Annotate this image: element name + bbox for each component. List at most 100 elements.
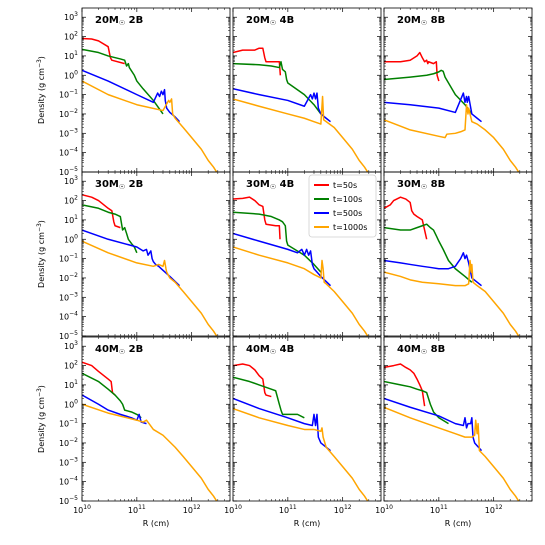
- legend-entry-label: t=1000s: [333, 223, 367, 232]
- y-tick-label: 10−2: [59, 437, 78, 448]
- y-axis-label: Density (g cm−3): [36, 385, 46, 453]
- panel-5: 30M☉ 4B: [232, 171, 382, 337]
- y-axis-label: Density (g cm−3): [36, 220, 46, 288]
- panel-3: 20M☉ 8B: [383, 7, 533, 173]
- x-tick-label: 1010: [73, 504, 91, 515]
- series-line-t-500s: [233, 232, 332, 287]
- y-tick-label: 100: [64, 398, 78, 409]
- legend-box: [308, 174, 377, 238]
- y-axis-label: Density (g cm−3): [36, 56, 46, 124]
- series-line-t-50s: [384, 51, 440, 82]
- series-line-t-100s: [82, 372, 142, 419]
- x-tick-label: 1011: [279, 504, 297, 515]
- y-tick-label: 101: [64, 379, 78, 390]
- x-axis-labels: R (cm) R (cm) R (cm): [143, 519, 472, 528]
- series-line-t-50s: [384, 196, 428, 240]
- panel-title: 20M☉ 4B: [246, 15, 294, 27]
- y-tick-label: 10−4: [59, 476, 78, 487]
- panel-6: 30M☉ 8B: [383, 171, 533, 337]
- y-tick-label: 10−1: [59, 253, 78, 264]
- series-line-t-1000s: [82, 240, 218, 336]
- x-tick-label: 1012: [334, 504, 352, 515]
- series-line-t-500s: [384, 252, 482, 287]
- series-line-t-100s: [384, 380, 449, 425]
- y-tick-label: 10−5: [59, 495, 78, 506]
- panel-frame: [383, 7, 533, 173]
- y-tick-label: 101: [64, 50, 78, 61]
- series-line-t-500s: [384, 397, 483, 452]
- x-tick-label: 1011: [128, 504, 146, 515]
- y-tick-label: 103: [64, 11, 78, 22]
- series-line-t-50s: [233, 363, 272, 398]
- y-tick-label: 103: [64, 340, 78, 351]
- panel-7: 40M☉ 2B 10−5 10−4 10−3 10−2 10−1 100 101 102 103 1…: [59, 336, 231, 515]
- series-line-t-100s: [384, 223, 473, 283]
- panel-2: 20M☉ 4B: [232, 7, 382, 173]
- series-line-t-1000s: [233, 95, 369, 172]
- x-tick-label: 1012: [485, 504, 503, 515]
- y-tick-label: 103: [64, 175, 78, 186]
- series-line-t-500s: [384, 92, 482, 123]
- y-tick-label: 101: [64, 214, 78, 225]
- series-line-t-100s: [233, 376, 305, 419]
- panel-title: 40M☉ 2B: [95, 344, 143, 356]
- series-line-t-500s: [233, 397, 331, 452]
- series-line-t-100s: [233, 61, 322, 115]
- panel-frame: [232, 7, 382, 173]
- panel-title: 30M☉ 2B: [95, 179, 143, 191]
- y-tick-label: 10−5: [59, 330, 78, 341]
- y-tick-label: 10−1: [59, 418, 78, 429]
- series-line-t-50s: [384, 363, 426, 407]
- y-tick-label: 10−3: [59, 291, 78, 302]
- series-line-t-1000s: [82, 403, 218, 501]
- y-axis-labels: Density (g cm−3) Density (g cm−3) Density …: [36, 56, 46, 453]
- panel-title: 30M☉ 4B: [246, 179, 294, 191]
- panel-title: 40M☉ 4B: [246, 344, 294, 356]
- series-line-t-100s: [233, 211, 322, 273]
- series-line-t-500s: [233, 88, 331, 123]
- y-tick-label: 102: [64, 360, 78, 371]
- y-tick-label: 10−4: [59, 147, 78, 158]
- y-tick-label: 10−2: [59, 108, 78, 119]
- panel-4: 30M☉ 2B 10−5 10−4 10−3 10−2 10−1 100 101 102 103: [59, 171, 231, 341]
- y-tick-label: 100: [64, 233, 78, 244]
- y-tick-label: 10−2: [59, 272, 78, 283]
- panel-grid: 20M☉ 2B10−510−410−310−210−11001011021032…: [59, 7, 533, 515]
- panel-frame: [81, 171, 231, 337]
- series-line-t-1000s: [233, 407, 369, 501]
- y-tick-label: 102: [64, 31, 78, 42]
- y-tick-label: 10−3: [59, 456, 78, 467]
- panel-1: 20M☉ 2B 10−5 10−4 10−3 10−2 10−1 100 101 102 103: [59, 7, 231, 177]
- legend-entry-label: t=50s: [333, 181, 357, 190]
- panel-8: 40M☉ 4B 1010 1011 1012: [224, 336, 382, 515]
- series-line-t-1000s: [384, 406, 520, 501]
- y-tick-label: 100: [64, 69, 78, 80]
- y-tick-label: 10−4: [59, 311, 78, 322]
- panel-title: 30M☉ 8B: [397, 179, 445, 191]
- y-tick-label: 10−1: [59, 89, 78, 100]
- series-line-t-50s: [233, 47, 282, 76]
- panel-frame: [383, 171, 533, 337]
- x-tick-label: 1010: [224, 504, 242, 515]
- series-line-t-1000s: [384, 259, 520, 336]
- series-line-t-50s: [233, 196, 281, 240]
- series-line-t-100s: [82, 48, 164, 115]
- series-line-t-100s: [82, 204, 138, 254]
- series-line-t-500s: [82, 69, 181, 123]
- series-line-t-1000s: [384, 103, 520, 172]
- panel-frame: [232, 336, 382, 502]
- series-line-t-500s: [82, 229, 181, 287]
- series-line-t-50s: [82, 194, 121, 229]
- x-tick-label: 1012: [183, 504, 201, 515]
- series-line-t-100s: [384, 69, 473, 115]
- panel-frame: [232, 171, 382, 337]
- y-tick-label: 10−5: [59, 166, 78, 177]
- panel-9: 40M☉ 8B 1010 1011 1012: [375, 336, 533, 515]
- panel-frame: [81, 7, 231, 173]
- series-line-t-50s: [82, 37, 125, 65]
- panel-frame: [81, 336, 231, 502]
- y-tick-label: 10−3: [59, 127, 78, 138]
- series-line-t-1000s: [82, 80, 218, 172]
- x-axis-label: R (cm): [143, 519, 170, 528]
